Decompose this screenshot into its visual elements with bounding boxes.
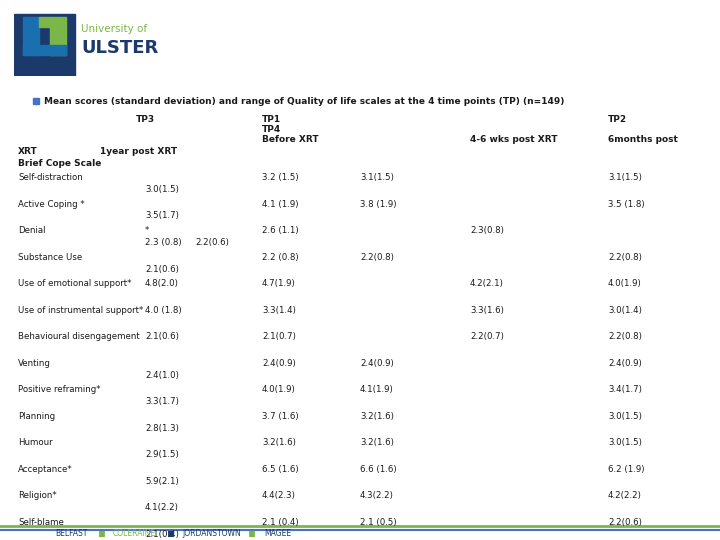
Text: 3.7 (1.6): 3.7 (1.6) [262,412,299,421]
Bar [14,14,75,76]
Text: 6months post: 6months post [608,135,678,144]
Text: 3.0(1.5): 3.0(1.5) [608,412,642,421]
Text: 2.2(0.8): 2.2(0.8) [608,332,642,341]
Text: 4.1 (1.9): 4.1 (1.9) [262,200,299,208]
Text: 2.2 (0.8): 2.2 (0.8) [262,253,299,261]
Text: 2.1(0.4): 2.1(0.4) [145,530,179,539]
Text: 4.0 (1.8): 4.0 (1.8) [145,306,181,315]
Text: 2.4(0.9): 2.4(0.9) [360,359,394,368]
Text: Mean scores (standard deviation) and range of Quality of life scales at the 4 ti: Mean scores (standard deviation) and ran… [44,97,564,106]
Text: JORDANSTOWN: JORDANSTOWN [183,530,241,538]
Text: 4.2(2.2): 4.2(2.2) [608,491,642,501]
Text: 3.5(1.7): 3.5(1.7) [145,212,179,220]
Text: 2.2(0.8): 2.2(0.8) [360,253,394,261]
Text: 2.2(0.6): 2.2(0.6) [608,518,642,527]
Text: 3.2(1.6): 3.2(1.6) [360,438,394,447]
Text: 4.2(2.1): 4.2(2.1) [470,279,504,288]
Text: 3.0(1.4): 3.0(1.4) [608,306,642,315]
Text: 3.0(1.5): 3.0(1.5) [145,185,179,194]
Text: 4.1(1.9): 4.1(1.9) [360,386,394,394]
Text: Planning: Planning [18,412,55,421]
Text: TP3: TP3 [135,115,155,124]
Bar [39,17,50,27]
Text: Acceptance*: Acceptance* [18,465,73,474]
Text: 2.4(0.9): 2.4(0.9) [262,359,296,368]
Bar [23,45,66,55]
Text: Active Coping *: Active Coping * [18,200,85,208]
Text: 2.2(0.6): 2.2(0.6) [195,238,229,247]
Text: 2.1 (0.5): 2.1 (0.5) [360,518,397,527]
Text: 4.3(2.2): 4.3(2.2) [360,491,394,501]
Text: TP4: TP4 [262,125,282,134]
Text: 6.2 (1.9): 6.2 (1.9) [608,465,644,474]
Text: 3.5 (1.8): 3.5 (1.8) [608,200,644,208]
Text: Religion*: Religion* [18,491,57,501]
Text: Venting: Venting [18,359,51,368]
Text: COLERAINE: COLERAINE [113,530,156,538]
Text: 2.6 (1.1): 2.6 (1.1) [262,226,299,235]
Text: Substance Use: Substance Use [18,253,82,261]
Text: 2.2(0.8): 2.2(0.8) [608,253,642,261]
Text: Self-blame: Self-blame [18,518,64,527]
Text: Self-distraction: Self-distraction [18,173,83,182]
Text: 2.1 (0.4): 2.1 (0.4) [262,518,299,527]
Text: 2.1(0.6): 2.1(0.6) [145,332,179,341]
Text: 4.1(2.2): 4.1(2.2) [145,503,179,512]
Text: 2.3(0.8): 2.3(0.8) [470,226,504,235]
Text: *: * [145,226,149,235]
Text: 3.4(1.7): 3.4(1.7) [608,386,642,394]
Text: 3.2 (1.5): 3.2 (1.5) [262,173,299,182]
Text: 2.1(0.6): 2.1(0.6) [145,265,179,274]
Text: ULSTER: ULSTER [81,39,158,57]
Text: 2.3 (0.8): 2.3 (0.8) [145,238,181,247]
Text: 4.7(1.9): 4.7(1.9) [262,279,296,288]
Text: 6.5 (1.6): 6.5 (1.6) [262,465,299,474]
Text: 4.4(2.3): 4.4(2.3) [262,491,296,501]
Text: 3.1(1.5): 3.1(1.5) [608,173,642,182]
Bar [23,17,39,55]
Text: 3.3(1.4): 3.3(1.4) [262,306,296,315]
Text: Before XRT: Before XRT [262,135,319,144]
Bar [50,17,66,55]
Text: Use of emotional support*: Use of emotional support* [18,279,131,288]
Text: ■: ■ [165,530,177,538]
Text: Humour: Humour [18,438,53,447]
Text: 3.2(1.6): 3.2(1.6) [262,438,296,447]
Text: ■: ■ [246,530,258,538]
Text: 3.3(1.7): 3.3(1.7) [145,397,179,406]
Text: 2.2(0.7): 2.2(0.7) [470,332,504,341]
Text: 4.0(1.9): 4.0(1.9) [262,386,296,394]
Text: University of: University of [81,24,147,34]
Text: 4.0(1.9): 4.0(1.9) [608,279,642,288]
Text: 3.2(1.6): 3.2(1.6) [360,412,394,421]
Text: 2.4(0.9): 2.4(0.9) [608,359,642,368]
Text: Behavioural disengagement: Behavioural disengagement [18,332,140,341]
Text: 6.6 (1.6): 6.6 (1.6) [360,465,397,474]
Text: 2.1(0.7): 2.1(0.7) [262,332,296,341]
Text: 3.0(1.5): 3.0(1.5) [608,438,642,447]
Text: ■: ■ [96,530,107,538]
Text: Denial: Denial [18,226,45,235]
Text: TP1: TP1 [262,115,281,124]
Text: Brief Cope Scale: Brief Cope Scale [18,159,102,168]
Text: MAGEE: MAGEE [264,530,291,538]
Text: 3.3(1.6): 3.3(1.6) [470,306,504,315]
Text: 2.9(1.5): 2.9(1.5) [145,450,179,460]
Text: 4-6 wks post XRT: 4-6 wks post XRT [470,135,557,144]
Text: 1year post XRT: 1year post XRT [100,147,177,156]
Text: Positive reframing*: Positive reframing* [18,386,101,394]
Text: 2.8(1.3): 2.8(1.3) [145,424,179,433]
Text: 3.1(1.5): 3.1(1.5) [360,173,394,182]
Text: TP2: TP2 [608,115,627,124]
Text: 4.8(2.0): 4.8(2.0) [145,279,179,288]
Text: XRT: XRT [18,147,37,156]
Text: 3.8 (1.9): 3.8 (1.9) [360,200,397,208]
Text: Use of instrumental support*: Use of instrumental support* [18,306,143,315]
Text: 5.9(2.1): 5.9(2.1) [145,477,179,486]
Text: BELFAST: BELFAST [55,530,87,538]
Text: 2.4(1.0): 2.4(1.0) [145,370,179,380]
